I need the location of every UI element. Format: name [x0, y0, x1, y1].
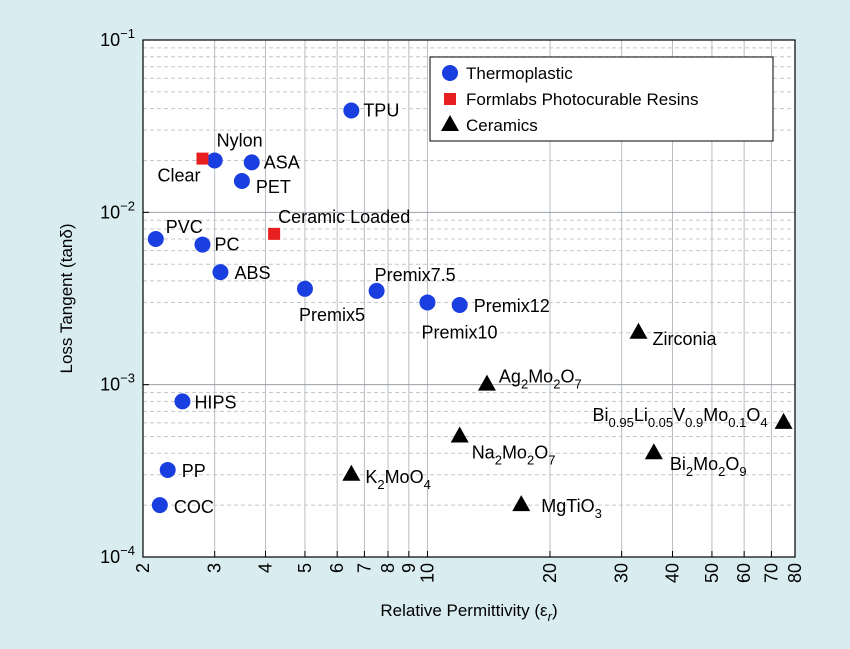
y-axis-label: Loss Tangent (tanδ): [57, 224, 76, 374]
label-premix12: Premix12: [474, 296, 550, 316]
plot-frame: [142, 39, 796, 558]
label-ceramic-loaded: Ceramic Loaded: [278, 207, 410, 227]
point-zirconia: [629, 322, 648, 339]
label-pvc: PVC: [166, 217, 203, 237]
label-na2mo2o7: Na2Mo2O7: [472, 443, 556, 468]
point-premix5: [296, 280, 313, 297]
label-bi0-95li0-05v0-9mo0-1o4: Bi0.95Li0.05V0.9Mo0.1O4: [592, 405, 767, 430]
point-hips: [174, 393, 191, 410]
label-nylon: Nylon: [217, 130, 263, 150]
x-tick-label: 80: [785, 563, 805, 583]
x-tick-label: 40: [662, 563, 682, 583]
point-ceramic-loaded: [268, 227, 281, 240]
label-pc: PC: [214, 235, 239, 255]
point-pp: [159, 461, 176, 478]
x-tick-label: 70: [761, 563, 781, 583]
legend-entry-formlabs-photocurable-resins: Formlabs Photocurable Resins: [466, 90, 698, 109]
x-tick-label: 7: [354, 563, 374, 573]
label-bi2mo2o9: Bi2Mo2O9: [670, 454, 747, 479]
x-tick-label: 6: [327, 563, 347, 573]
point-mgtio3: [512, 495, 531, 512]
x-tick-label: 20: [540, 563, 560, 583]
x-tick-label: 3: [205, 563, 225, 573]
point-premix12: [451, 296, 468, 313]
label-premix7-5: Premix7.5: [375, 265, 456, 285]
x-tick-label: 10: [417, 563, 437, 583]
legend-marker-ceramics: [441, 115, 459, 131]
label-clear: Clear: [157, 166, 200, 186]
x-tick-label: 5: [295, 563, 315, 573]
legend-marker-thermoplastic: [442, 65, 458, 81]
x-tick-label: 2: [133, 563, 153, 573]
label-zirconia: Zirconia: [652, 329, 717, 349]
point-bi0-95li0-05v0-9mo0-1o4: [774, 412, 793, 429]
point-bi2mo2o9: [644, 443, 663, 460]
point-abs: [212, 264, 229, 281]
label-premix10: Premix10: [421, 322, 497, 342]
point-nylon: [206, 152, 223, 169]
point-coc: [151, 497, 168, 514]
y-tick-label: 10−1: [100, 26, 135, 50]
legend-marker-formlabs-photocurable-resins: [444, 93, 456, 105]
label-tpu: TPU: [363, 100, 399, 120]
label-k2moo4: K2MoO4: [365, 467, 431, 492]
x-tick-label: 9: [399, 563, 419, 573]
point-ag2mo2o7: [477, 374, 496, 391]
point-na2mo2o7: [450, 426, 469, 443]
label-hips: HIPS: [194, 392, 236, 412]
point-premix7-5: [368, 282, 385, 299]
y-tick-label: 10−2: [100, 198, 135, 222]
data-points: [147, 102, 793, 514]
label-pp: PP: [182, 461, 206, 481]
legend: Thermoplastic Formlabs Photocurable Resin…: [429, 56, 774, 142]
x-axis-label: Relative Permittivity (εr): [380, 601, 557, 624]
point-pvc: [147, 231, 164, 248]
x-tick-label: 60: [734, 563, 754, 583]
point-pet: [233, 172, 250, 189]
point-tpu: [343, 102, 360, 119]
point-premix10: [419, 294, 436, 311]
legend-box: [429, 56, 774, 142]
y-tick-label: 10−3: [100, 371, 135, 395]
point-k2moo4: [342, 464, 361, 481]
y-tick-label: 10−4: [100, 543, 135, 567]
label-ag2mo2o7: Ag2Mo2O7: [499, 367, 582, 392]
label-mgtio3: MgTiO3: [541, 496, 602, 521]
legend-entry-ceramics: Ceramics: [466, 116, 538, 135]
label-premix5: Premix5: [299, 305, 365, 325]
x-tick-label: 50: [702, 563, 722, 583]
point-clear: [196, 152, 209, 165]
point-asa: [243, 154, 260, 171]
x-tick-label: 30: [612, 563, 632, 583]
x-tick-label: 8: [378, 563, 398, 573]
label-pet: PET: [256, 177, 291, 197]
label-asa: ASA: [264, 152, 300, 172]
label-coc: COC: [174, 497, 214, 517]
label-abs: ABS: [234, 263, 270, 283]
ticks: 2 3 4 5 6 7 8 910 20 30 40 50 60 70 80 10−1 10−2 10−3 10−4: [100, 26, 805, 583]
legend-entry-thermoplastic: Thermoplastic: [466, 64, 573, 83]
x-tick-label: 4: [256, 563, 276, 573]
point-pc: [194, 236, 211, 253]
